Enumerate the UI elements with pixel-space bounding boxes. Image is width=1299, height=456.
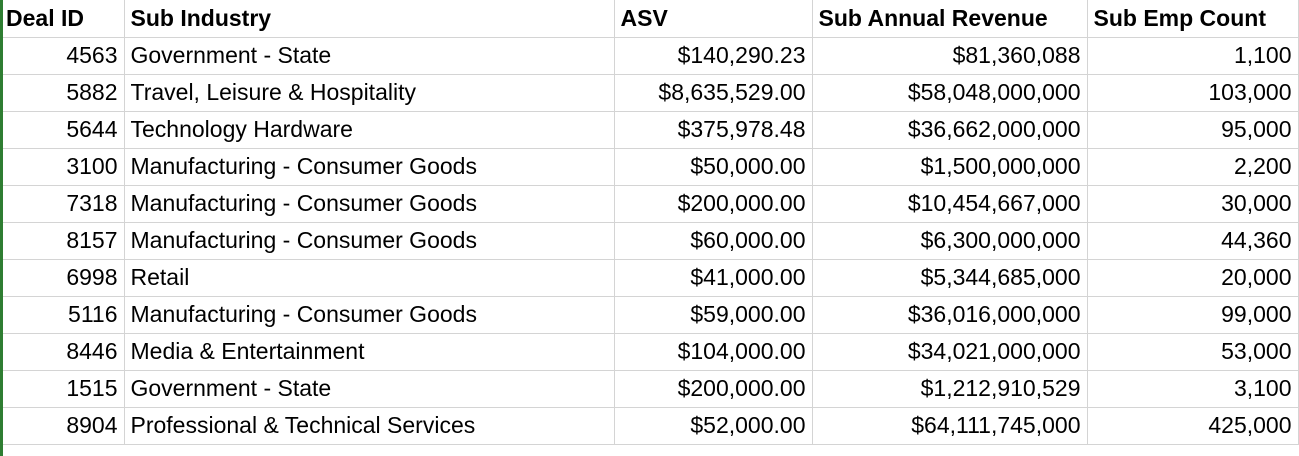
sub-emp-count-cell[interactable]: 1,100 (1087, 37, 1299, 75)
header-cell-sub-industry[interactable]: Sub Industry (124, 0, 615, 38)
sub-emp-count-cell[interactable]: 44,360 (1087, 222, 1299, 260)
sub-annual-revenue-cell[interactable]: $1,500,000,000 (812, 148, 1088, 186)
sub-industry-cell[interactable]: Manufacturing - Consumer Goods (124, 148, 615, 186)
header-cell-deal-id[interactable]: Deal ID (0, 0, 125, 38)
sub-annual-revenue-cell[interactable]: $10,454,667,000 (812, 185, 1088, 223)
data-table: Deal ID Sub Industry ASV Sub Annual Reve… (0, 0, 1299, 445)
asv-cell[interactable]: $41,000.00 (614, 259, 813, 297)
sub-industry-cell[interactable]: Media & Entertainment (124, 333, 615, 371)
asv-cell[interactable]: $200,000.00 (614, 370, 813, 408)
asv-cell[interactable]: $59,000.00 (614, 296, 813, 334)
sub-annual-revenue-cell[interactable]: $5,344,685,000 (812, 259, 1088, 297)
table-body: 4563 Government - State $140,290.23 $81,360… (0, 37, 1299, 445)
table-row: 3100 Manufacturing - Consumer Goods $50,00… (0, 148, 1299, 186)
sub-industry-cell[interactable]: Retail (124, 259, 615, 297)
sub-emp-count-cell[interactable]: 99,000 (1087, 296, 1299, 334)
deal-id-cell[interactable]: 8157 (0, 222, 125, 260)
header-row: Deal ID Sub Industry ASV Sub Annual Reve… (0, 0, 1299, 38)
asv-cell[interactable]: $200,000.00 (614, 185, 813, 223)
table-row: 8157 Manufacturing - Consumer Goods $60,00… (0, 222, 1299, 260)
table-row: 7318 Manufacturing - Consumer Goods $200,0… (0, 185, 1299, 223)
sub-emp-count-cell[interactable]: 95,000 (1087, 111, 1299, 149)
table-row: 8904 Professional & Technical Services $52… (0, 407, 1299, 445)
sub-emp-count-cell[interactable]: 2,200 (1087, 148, 1299, 186)
table-row: 5116 Manufacturing - Consumer Goods $59,00… (0, 296, 1299, 334)
table-row: 4563 Government - State $140,290.23 $81,360… (0, 37, 1299, 75)
asv-cell[interactable]: $8,635,529.00 (614, 74, 813, 112)
sub-annual-revenue-cell[interactable]: $1,212,910,529 (812, 370, 1088, 408)
deal-id-cell[interactable]: 5644 (0, 111, 125, 149)
selection-edge (0, 0, 3, 456)
deal-id-cell[interactable]: 5882 (0, 74, 125, 112)
sub-emp-count-cell[interactable]: 53,000 (1087, 333, 1299, 371)
sub-annual-revenue-cell[interactable]: $36,662,000,000 (812, 111, 1088, 149)
sub-emp-count-cell[interactable]: 30,000 (1087, 185, 1299, 223)
deal-id-cell[interactable]: 8446 (0, 333, 125, 371)
sub-annual-revenue-cell[interactable]: $6,300,000,000 (812, 222, 1088, 260)
deal-id-cell[interactable]: 1515 (0, 370, 125, 408)
deal-id-cell[interactable]: 7318 (0, 185, 125, 223)
sub-annual-revenue-cell[interactable]: $58,048,000,000 (812, 74, 1088, 112)
asv-cell[interactable]: $140,290.23 (614, 37, 813, 75)
deal-id-cell[interactable]: 4563 (0, 37, 125, 75)
sub-emp-count-cell[interactable]: 425,000 (1087, 407, 1299, 445)
table-row: 8446 Media & Entertainment $104,000.00 $34,… (0, 333, 1299, 371)
header-cell-sub-annual-revenue[interactable]: Sub Annual Revenue (812, 0, 1088, 38)
sub-industry-cell[interactable]: Government - State (124, 370, 615, 408)
asv-cell[interactable]: $52,000.00 (614, 407, 813, 445)
sub-industry-cell[interactable]: Manufacturing - Consumer Goods (124, 222, 615, 260)
sub-annual-revenue-cell[interactable]: $36,016,000,000 (812, 296, 1088, 334)
table-row: 5644 Technology Hardware $375,978.48 $36,66… (0, 111, 1299, 149)
asv-cell[interactable]: $60,000.00 (614, 222, 813, 260)
table-row: 1515 Government - State $200,000.00 $1,212,… (0, 370, 1299, 408)
header-cell-sub-emp-count[interactable]: Sub Emp Count (1087, 0, 1299, 38)
sub-industry-cell[interactable]: Manufacturing - Consumer Goods (124, 296, 615, 334)
deal-id-cell[interactable]: 3100 (0, 148, 125, 186)
sub-annual-revenue-cell[interactable]: $34,021,000,000 (812, 333, 1088, 371)
deal-id-cell[interactable]: 8904 (0, 407, 125, 445)
sub-industry-cell[interactable]: Government - State (124, 37, 615, 75)
sub-emp-count-cell[interactable]: 103,000 (1087, 74, 1299, 112)
sub-industry-cell[interactable]: Professional & Technical Services (124, 407, 615, 445)
sub-emp-count-cell[interactable]: 3,100 (1087, 370, 1299, 408)
sub-annual-revenue-cell[interactable]: $64,111,745,000 (812, 407, 1088, 445)
sub-industry-cell[interactable]: Travel, Leisure & Hospitality (124, 74, 615, 112)
header-cell-asv[interactable]: ASV (614, 0, 813, 38)
deal-id-cell[interactable]: 6998 (0, 259, 125, 297)
sub-industry-cell[interactable]: Technology Hardware (124, 111, 615, 149)
sub-industry-cell[interactable]: Manufacturing - Consumer Goods (124, 185, 615, 223)
asv-cell[interactable]: $375,978.48 (614, 111, 813, 149)
asv-cell[interactable]: $104,000.00 (614, 333, 813, 371)
sub-emp-count-cell[interactable]: 20,000 (1087, 259, 1299, 297)
table-row: 6998 Retail $41,000.00 $5,344,685,000 20,000 (0, 259, 1299, 297)
sub-annual-revenue-cell[interactable]: $81,360,088 (812, 37, 1088, 75)
asv-cell[interactable]: $50,000.00 (614, 148, 813, 186)
deal-id-cell[interactable]: 5116 (0, 296, 125, 334)
table-row: 5882 Travel, Leisure & Hospitality $8,635,… (0, 74, 1299, 112)
